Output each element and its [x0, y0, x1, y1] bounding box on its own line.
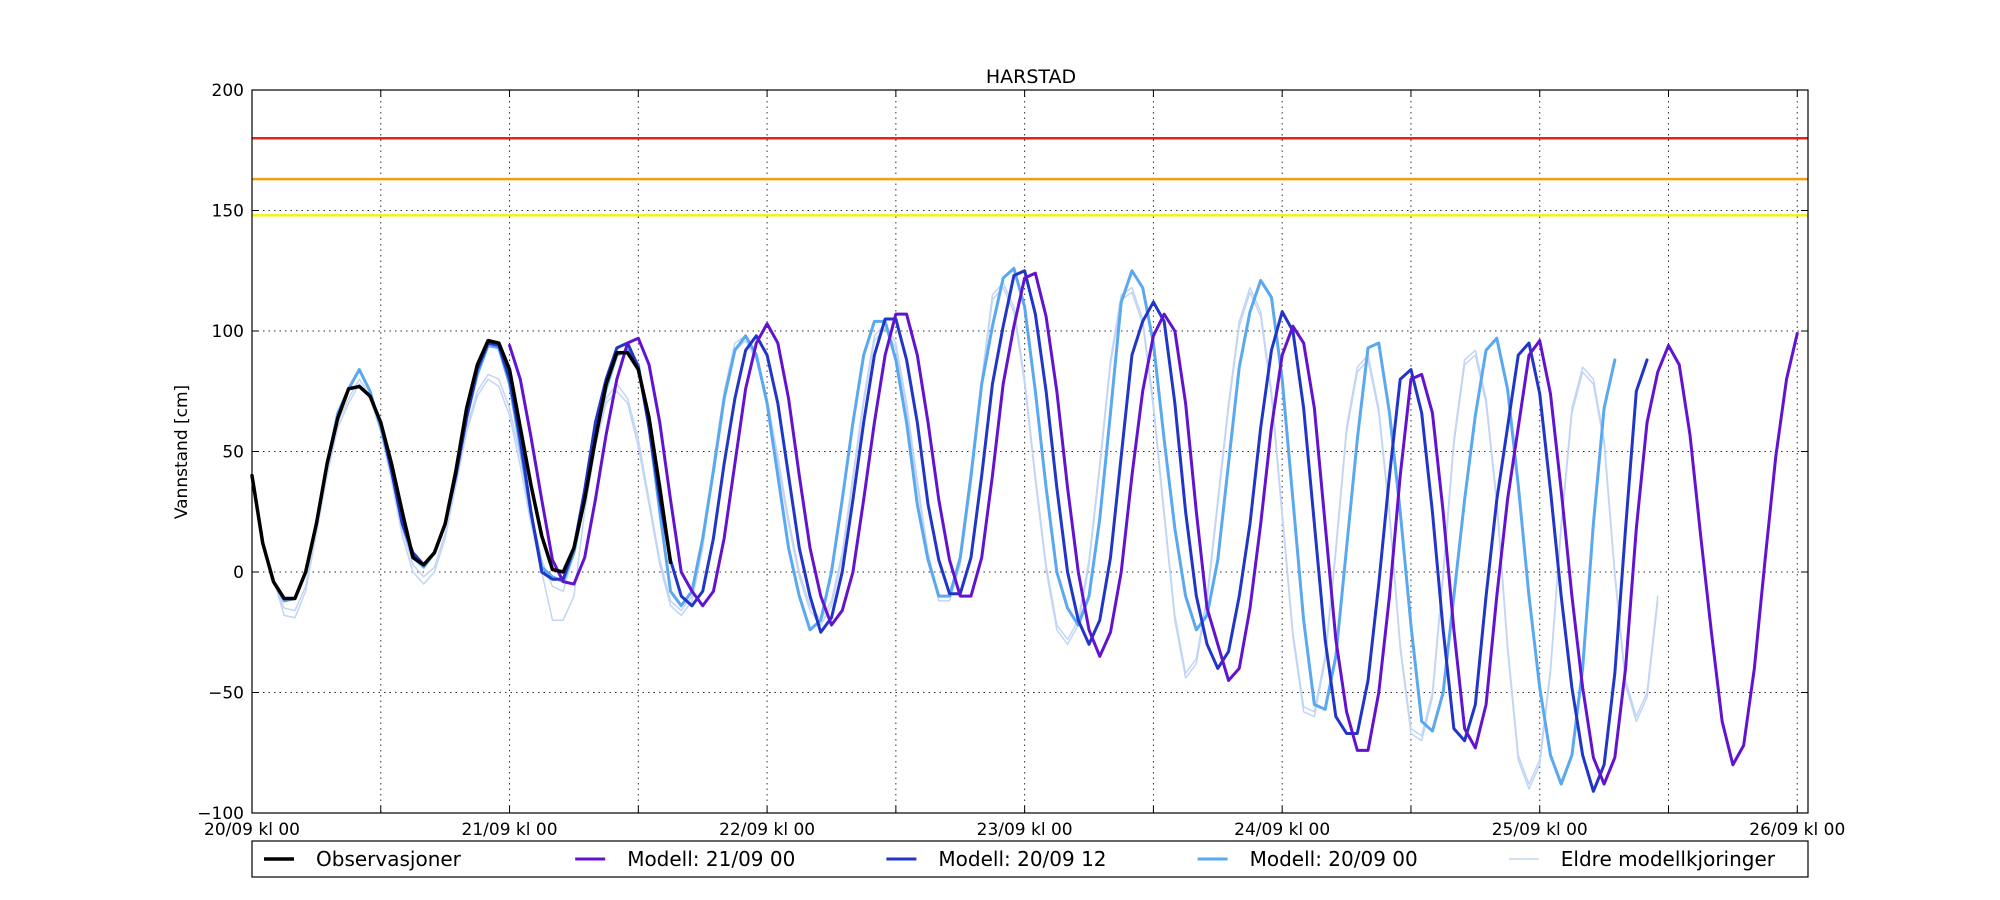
threshold-lines	[252, 136, 1808, 217]
y-tick-label: 100	[212, 322, 244, 342]
x-tick-label: 21/09 kl 00	[462, 820, 558, 840]
series-line-modell-21-09-00	[508, 271, 1799, 786]
y-tick-label: −50	[208, 684, 244, 704]
y-axis-label: Vannstand [cm]	[172, 385, 192, 519]
series-lines	[250, 266, 1799, 793]
x-tick-label: 20/09 kl 00	[204, 820, 300, 840]
x-axis: 20/09 kl 00 21/09 kl 00 22/09 kl 00 23/09 k…	[204, 90, 1845, 840]
grid	[252, 90, 1808, 813]
legend-item-label: Eldre modellkjoringer	[1561, 847, 1776, 871]
legend-item-label: Observasjoner	[316, 847, 462, 871]
legend-item-label: Modell: 20/09 00	[1250, 847, 1418, 871]
y-axis: −100 −50 0 50 100 150 200	[197, 81, 1808, 824]
series-line-modell-20-09-12	[379, 269, 1649, 793]
series-line-modell-20-09-00	[250, 266, 1617, 786]
x-tick-label: 26/09 kl 00	[1749, 820, 1845, 840]
legend-item-label: Modell: 20/09 12	[938, 847, 1106, 871]
x-tick-label: 22/09 kl 00	[719, 820, 815, 840]
y-tick-label: −100	[197, 804, 244, 824]
legend-item-label: Modell: 21/09 00	[627, 847, 795, 871]
x-tick-label: 23/09 kl 00	[977, 820, 1073, 840]
legend: Observasjoner Modell: 21/09 00 Modell: 20/…	[251, 840, 1809, 878]
y-tick-label: 200	[212, 81, 244, 101]
x-tick-label: 25/09 kl 00	[1492, 820, 1588, 840]
series-line-observasjoner	[250, 338, 673, 601]
legend-frame	[251, 840, 1809, 878]
y-tick-label: 150	[212, 202, 244, 222]
y-tick-label: 0	[233, 563, 244, 583]
y-tick-label: 50	[222, 443, 244, 463]
x-tick-label: 24/09 kl 00	[1234, 820, 1330, 840]
chart-title: HARSTAD	[986, 66, 1076, 88]
